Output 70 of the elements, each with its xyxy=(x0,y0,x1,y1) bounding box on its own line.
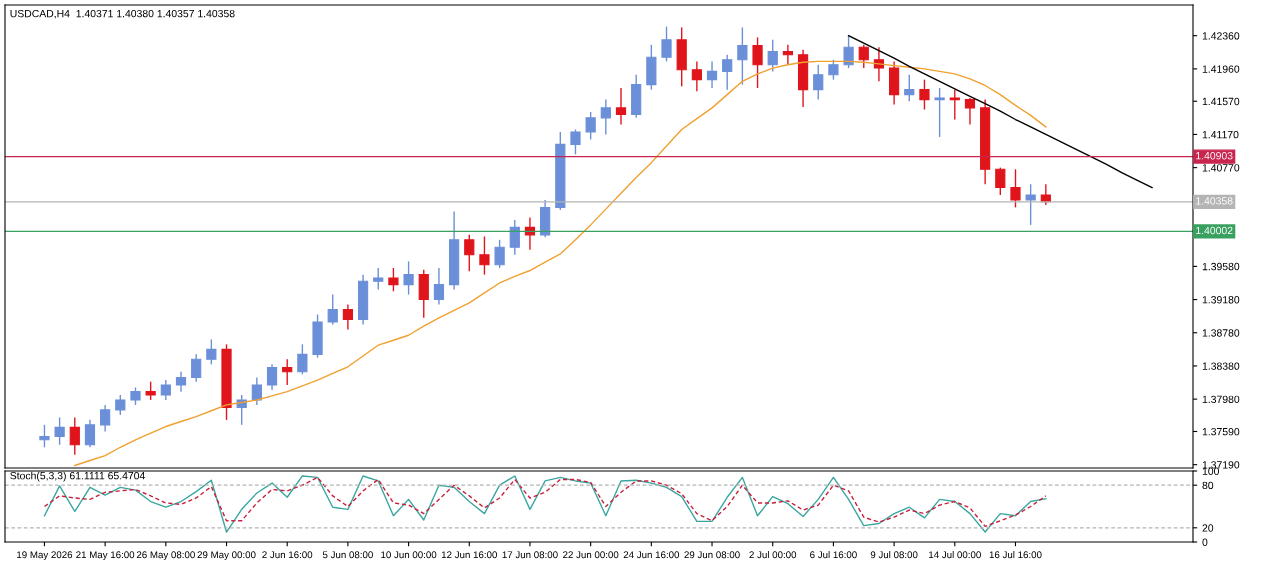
ref-line-label: 1.40903 xyxy=(1196,152,1233,160)
x-tick-label: 21 May 16:00 xyxy=(76,551,135,561)
candlestick xyxy=(934,87,945,138)
y-tick-label: 1.39580 xyxy=(1202,262,1240,271)
x-tick-label: 24 Jun 16:00 xyxy=(623,551,680,559)
y-tick-label: 0 xyxy=(1202,538,1208,546)
candlestick xyxy=(39,424,50,448)
x-tick-label: 29 May 00:00 xyxy=(197,551,256,561)
y-tick-label: 1.37590 xyxy=(1202,427,1240,436)
x-tick-label: 2 Jul 00:00 xyxy=(749,551,797,559)
y-tick-label: 100 xyxy=(1202,467,1219,475)
y-tick-label: 1.38780 xyxy=(1202,329,1240,337)
x-tick-label: 16 Jul 16:00 xyxy=(989,551,1042,559)
candlestick xyxy=(115,394,126,416)
x-tick-label: 29 Jun 08:00 xyxy=(684,551,740,559)
ref-line-label: 1.40002 xyxy=(1196,226,1233,235)
x-tick-label: 2 Jun 16:00 xyxy=(262,551,313,559)
candlestick xyxy=(555,131,566,211)
candlestick xyxy=(752,36,763,89)
candlestick xyxy=(388,267,399,292)
candlestick xyxy=(297,343,308,375)
candlestick xyxy=(373,267,384,291)
x-tick-label: 10 Jun 00:00 xyxy=(381,551,437,559)
candlestick xyxy=(479,235,490,276)
candlestick xyxy=(221,343,232,421)
candlestick xyxy=(585,111,596,141)
chart-title: USDCAD,H4 1.40371 1.40380 1.40357 1.40358 xyxy=(10,9,235,19)
y-tick-label: 1.42360 xyxy=(1202,32,1240,40)
y-tick-label: 20 xyxy=(1202,524,1214,532)
x-tick-label: 19 May 2026 xyxy=(17,551,73,561)
x-tick-label: 26 May 08:00 xyxy=(136,551,195,561)
y-tick-label: 80 xyxy=(1202,481,1214,490)
x-tick-label: 22 Jun 00:00 xyxy=(563,551,619,559)
line-series xyxy=(847,35,1153,189)
y-tick-label: 1.39180 xyxy=(1202,296,1240,304)
y-tick-label: 1.41570 xyxy=(1202,97,1240,106)
candlestick xyxy=(722,54,733,91)
candlestick xyxy=(843,35,854,69)
candlestick xyxy=(661,25,672,63)
candlestick xyxy=(403,260,414,296)
candlestick xyxy=(995,166,1006,196)
x-tick-label: 12 Jun 16:00 xyxy=(441,551,498,559)
candlestick xyxy=(145,381,156,401)
candlestick xyxy=(646,44,657,91)
x-tick-label: 6 Jul 16:00 xyxy=(810,551,857,559)
candlestick xyxy=(737,26,748,86)
y-tick-label: 1.37190 xyxy=(1202,461,1240,469)
chart-title: Stoch(5,3,3) 61.1111 65.4704 xyxy=(10,471,145,482)
y-tick-label: 1.38380 xyxy=(1202,362,1240,370)
y-tick-label: 1.40770 xyxy=(1202,164,1240,172)
candlestick xyxy=(1025,183,1036,226)
candlestick xyxy=(494,239,505,269)
candlestick xyxy=(676,26,687,88)
x-tick-label: 14 Jul 00:00 xyxy=(929,551,981,559)
candlestick xyxy=(312,313,323,359)
ref-line-label: 1.40358 xyxy=(1196,197,1233,205)
candlestick xyxy=(919,78,930,111)
x-tick-label: 9 Jul 08:00 xyxy=(870,551,918,559)
candlestick xyxy=(828,59,839,81)
candlestick xyxy=(54,416,65,446)
y-tick-label: 1.41170 xyxy=(1202,130,1239,139)
x-tick-label: 17 Jun 08:00 xyxy=(502,551,558,559)
y-tick-label: 1.37980 xyxy=(1202,395,1240,404)
y-tick-label: 1.41960 xyxy=(1202,65,1240,73)
x-tick-label: 5 Jun 08:00 xyxy=(322,551,373,559)
candlestick xyxy=(206,338,217,365)
candlestick xyxy=(327,293,338,326)
candlestick xyxy=(1010,168,1021,209)
candlestick xyxy=(949,88,960,121)
candlestick xyxy=(570,128,581,156)
